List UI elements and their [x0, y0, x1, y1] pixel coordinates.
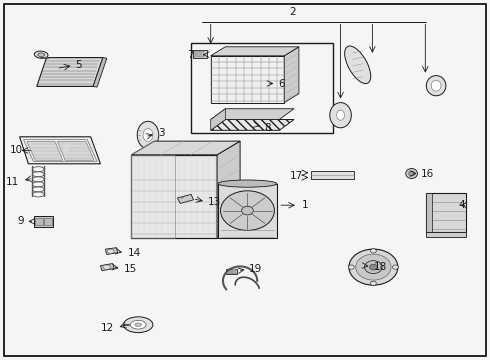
Polygon shape — [218, 184, 277, 238]
Text: 17: 17 — [290, 171, 303, 181]
Polygon shape — [177, 194, 194, 203]
Text: 4: 4 — [459, 200, 466, 210]
Ellipse shape — [38, 53, 45, 57]
Ellipse shape — [242, 206, 253, 215]
Polygon shape — [211, 109, 225, 130]
Bar — [193, 50, 207, 58]
Bar — [311, 171, 354, 179]
Ellipse shape — [143, 129, 153, 141]
Ellipse shape — [220, 191, 274, 230]
Text: 3: 3 — [158, 128, 165, 138]
Polygon shape — [105, 248, 118, 255]
Text: 9: 9 — [17, 216, 24, 226]
Polygon shape — [100, 264, 114, 271]
Bar — [194, 51, 196, 57]
Text: 10: 10 — [10, 145, 23, 156]
Text: 16: 16 — [420, 168, 434, 179]
Ellipse shape — [409, 171, 415, 176]
Ellipse shape — [406, 168, 417, 179]
Text: 15: 15 — [123, 264, 137, 274]
Polygon shape — [131, 141, 240, 155]
Ellipse shape — [348, 265, 354, 269]
Ellipse shape — [370, 249, 376, 253]
Ellipse shape — [365, 261, 382, 274]
Bar — [191, 43, 333, 133]
Ellipse shape — [218, 180, 277, 187]
Text: 5: 5 — [75, 60, 82, 70]
Ellipse shape — [135, 323, 142, 327]
Polygon shape — [211, 56, 284, 103]
Bar — [226, 269, 237, 274]
Polygon shape — [37, 58, 103, 86]
Text: 14: 14 — [127, 248, 141, 258]
Ellipse shape — [344, 46, 371, 84]
Ellipse shape — [369, 264, 377, 270]
Ellipse shape — [349, 249, 398, 285]
Ellipse shape — [130, 320, 146, 329]
Text: 11: 11 — [5, 177, 19, 187]
Polygon shape — [27, 141, 63, 160]
Ellipse shape — [370, 281, 376, 285]
Bar — [201, 51, 204, 57]
Text: 8: 8 — [265, 123, 271, 133]
Ellipse shape — [330, 103, 351, 128]
Bar — [426, 193, 466, 232]
Text: 1: 1 — [301, 200, 308, 210]
Polygon shape — [284, 47, 299, 103]
Ellipse shape — [123, 317, 153, 333]
Text: 19: 19 — [249, 264, 262, 274]
Polygon shape — [20, 137, 100, 164]
Bar — [131, 155, 175, 238]
Text: 18: 18 — [373, 262, 387, 272]
Text: 6: 6 — [278, 78, 285, 89]
Text: 12: 12 — [100, 323, 114, 333]
Polygon shape — [426, 232, 466, 237]
Ellipse shape — [392, 265, 398, 269]
Bar — [426, 193, 432, 232]
Polygon shape — [211, 120, 294, 130]
Polygon shape — [211, 109, 294, 120]
Polygon shape — [57, 141, 94, 160]
Bar — [35, 218, 43, 225]
Bar — [34, 216, 53, 227]
Polygon shape — [217, 141, 240, 238]
Bar — [228, 269, 231, 274]
Text: 2: 2 — [290, 7, 296, 17]
Ellipse shape — [426, 76, 446, 96]
Polygon shape — [211, 47, 299, 56]
Bar — [131, 155, 217, 238]
Text: 7: 7 — [187, 50, 194, 60]
Ellipse shape — [431, 80, 441, 91]
Ellipse shape — [337, 110, 344, 120]
Bar — [232, 269, 236, 274]
Polygon shape — [93, 58, 107, 87]
Ellipse shape — [137, 121, 159, 149]
Ellipse shape — [103, 265, 111, 269]
Bar — [197, 51, 200, 57]
Bar — [44, 218, 52, 225]
Ellipse shape — [356, 254, 391, 280]
Ellipse shape — [107, 249, 114, 253]
Text: 13: 13 — [208, 197, 221, 207]
Ellipse shape — [34, 51, 48, 58]
